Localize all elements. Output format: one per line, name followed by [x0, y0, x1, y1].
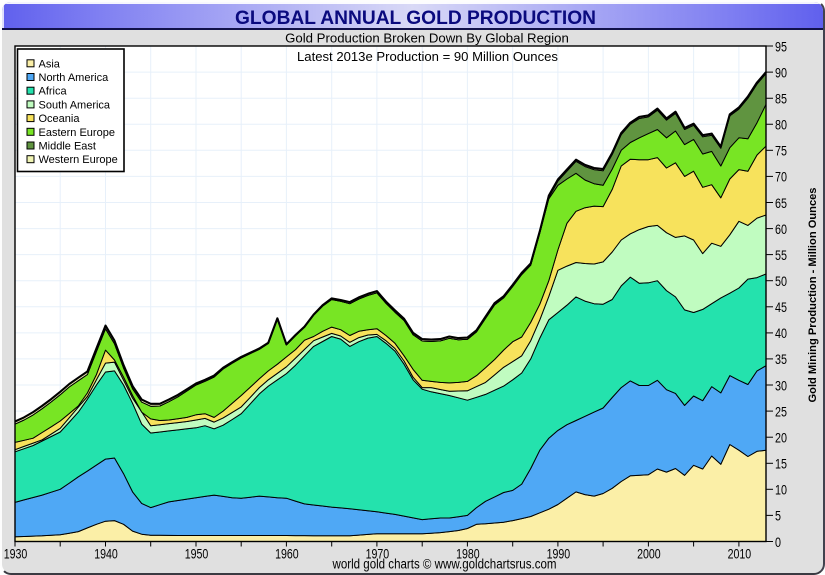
svg-text:2010: 2010	[728, 546, 752, 561]
svg-text:North America: North America	[39, 72, 110, 84]
svg-text:South America: South America	[39, 99, 111, 111]
svg-text:Oceania: Oceania	[39, 113, 81, 125]
svg-text:15: 15	[775, 457, 787, 472]
svg-text:Gold Mining Production - Milli: Gold Mining Production - Million Ounces	[807, 188, 819, 403]
svg-text:0: 0	[775, 535, 781, 550]
svg-text:Western Europe: Western Europe	[39, 154, 118, 166]
svg-text:55: 55	[775, 248, 787, 263]
svg-text:1970: 1970	[366, 546, 390, 561]
svg-text:Africa: Africa	[39, 86, 68, 98]
svg-text:1940: 1940	[94, 546, 118, 561]
svg-text:40: 40	[775, 326, 787, 341]
svg-text:Middle East: Middle East	[39, 141, 96, 153]
svg-text:45: 45	[775, 300, 787, 315]
svg-text:50: 50	[775, 274, 787, 289]
svg-text:1930: 1930	[4, 546, 28, 561]
svg-text:65: 65	[775, 196, 787, 211]
svg-text:10: 10	[775, 483, 787, 498]
svg-text:Latest 2013e Production = 90 M: Latest 2013e Production = 90 Million Oun…	[297, 49, 558, 64]
svg-text:70: 70	[775, 170, 787, 185]
svg-text:Asia: Asia	[39, 58, 61, 70]
svg-text:75: 75	[775, 144, 787, 159]
svg-text:95: 95	[775, 39, 787, 54]
svg-text:30: 30	[775, 378, 787, 393]
svg-text:90: 90	[775, 65, 787, 80]
svg-text:GLOBAL ANNUAL GOLD PRODUCTION: GLOBAL ANNUAL GOLD PRODUCTION	[235, 8, 596, 29]
svg-text:60: 60	[775, 222, 787, 237]
svg-text:35: 35	[775, 352, 787, 367]
svg-text:1960: 1960	[275, 546, 299, 561]
svg-text:1980: 1980	[456, 546, 480, 561]
svg-text:25: 25	[775, 404, 787, 419]
svg-text:1950: 1950	[185, 546, 209, 561]
svg-text:1990: 1990	[547, 546, 571, 561]
svg-text:80: 80	[775, 118, 787, 133]
svg-text:world gold charts © www.goldch: world gold charts © www.goldchartsrus.co…	[332, 557, 557, 572]
svg-text:5: 5	[775, 509, 781, 524]
svg-text:Eastern Europe: Eastern Europe	[39, 127, 115, 139]
svg-text:Gold Production Broken Down By: Gold Production Broken Down By Global Re…	[285, 30, 569, 45]
svg-text:2000: 2000	[637, 546, 661, 561]
svg-text:85: 85	[775, 92, 787, 107]
svg-text:20: 20	[775, 431, 787, 446]
